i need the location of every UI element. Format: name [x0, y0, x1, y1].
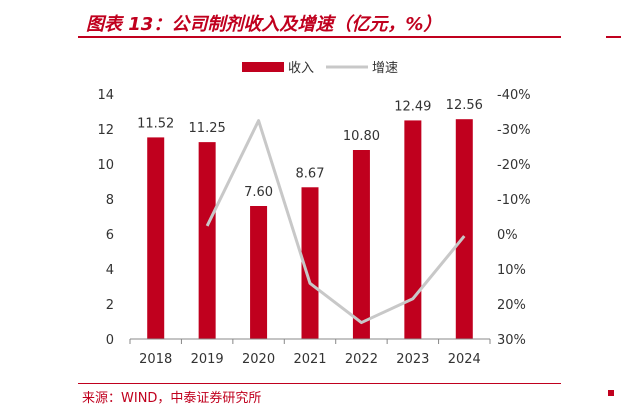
- right-tick-label: 30%: [497, 333, 526, 348]
- right-tick-label: -30%: [497, 123, 531, 138]
- source-note: 来源：WIND，中泰证券研究所: [82, 391, 262, 406]
- revenue-bar: [147, 137, 165, 339]
- left-tick-label: 0: [106, 333, 114, 348]
- x-tick-label: 2023: [396, 352, 429, 367]
- x-tick-label: 2024: [448, 352, 481, 367]
- x-tick-label: 2020: [242, 352, 275, 367]
- right-tick-label: -10%: [497, 193, 531, 208]
- x-tick-label: 2021: [293, 352, 326, 367]
- right-tick-label: 0%: [497, 228, 518, 243]
- bar-data-label: 10.80: [343, 129, 380, 144]
- left-tick-label: 14: [97, 88, 114, 103]
- left-tick-label: 10: [97, 158, 114, 173]
- left-tick-label: 2: [106, 298, 114, 313]
- right-edge-rule: [606, 36, 621, 38]
- revenue-bar: [250, 206, 268, 339]
- right-axis-ticks: -40% -30% -20% -10% 0% 10% 20% 30%: [497, 88, 531, 348]
- title-rule: [78, 36, 561, 38]
- revenue-bar: [352, 150, 370, 339]
- x-tick-label: 2022: [345, 352, 378, 367]
- left-tick-label: 4: [106, 263, 114, 278]
- bar-data-label: 11.25: [189, 121, 226, 136]
- right-tick-label: -40%: [497, 88, 531, 103]
- footer-rule: [78, 383, 561, 384]
- legend-label-revenue: 收入: [288, 61, 314, 76]
- right-tick-label: -20%: [497, 158, 531, 173]
- growth-series-line: [205, 119, 466, 325]
- bar-data-label: 7.60: [244, 185, 273, 200]
- revenue-bar: [404, 120, 422, 339]
- revenue-growth-chart: 收入 增速 0 2 4 6 8 10 12 14 -40% -30% -20% -10% 0% 10% 2…: [97, 61, 531, 367]
- left-tick-label: 8: [106, 193, 114, 208]
- left-axis-ticks: 0 2 4 6 8 10 12 14: [97, 88, 114, 348]
- left-tick-label: 6: [106, 228, 114, 243]
- x-tick-label: 2019: [191, 352, 224, 367]
- bar-data-label: 11.52: [137, 116, 174, 131]
- x-tick-label: 2018: [139, 352, 172, 367]
- revenue-bar: [301, 187, 319, 339]
- right-edge-marker: [608, 390, 614, 396]
- legend-swatch-revenue: [242, 62, 284, 72]
- bar-data-label: 8.67: [296, 166, 325, 181]
- revenue-bar: [455, 119, 473, 339]
- left-tick-label: 12: [97, 123, 114, 138]
- revenue-bars: [147, 119, 473, 339]
- legend: 收入 增速: [242, 61, 398, 76]
- bar-data-label: 12.56: [446, 98, 483, 113]
- bar-data-labels: 11.52 11.25 7.60 8.67 10.80 12.49 12.56: [137, 98, 483, 200]
- figure-title: 图表 13：公司制剂收入及增速（亿元，%）: [86, 14, 442, 35]
- right-tick-label: 10%: [497, 263, 526, 278]
- growth-line: [205, 119, 466, 325]
- bar-data-label: 12.49: [394, 99, 431, 114]
- legend-label-growth: 增速: [372, 61, 398, 76]
- x-axis-ticks: 2018 2019 2020 2021 2022 2023 2024: [129, 339, 491, 367]
- revenue-bar: [198, 142, 216, 339]
- right-tick-label: 20%: [497, 298, 526, 313]
